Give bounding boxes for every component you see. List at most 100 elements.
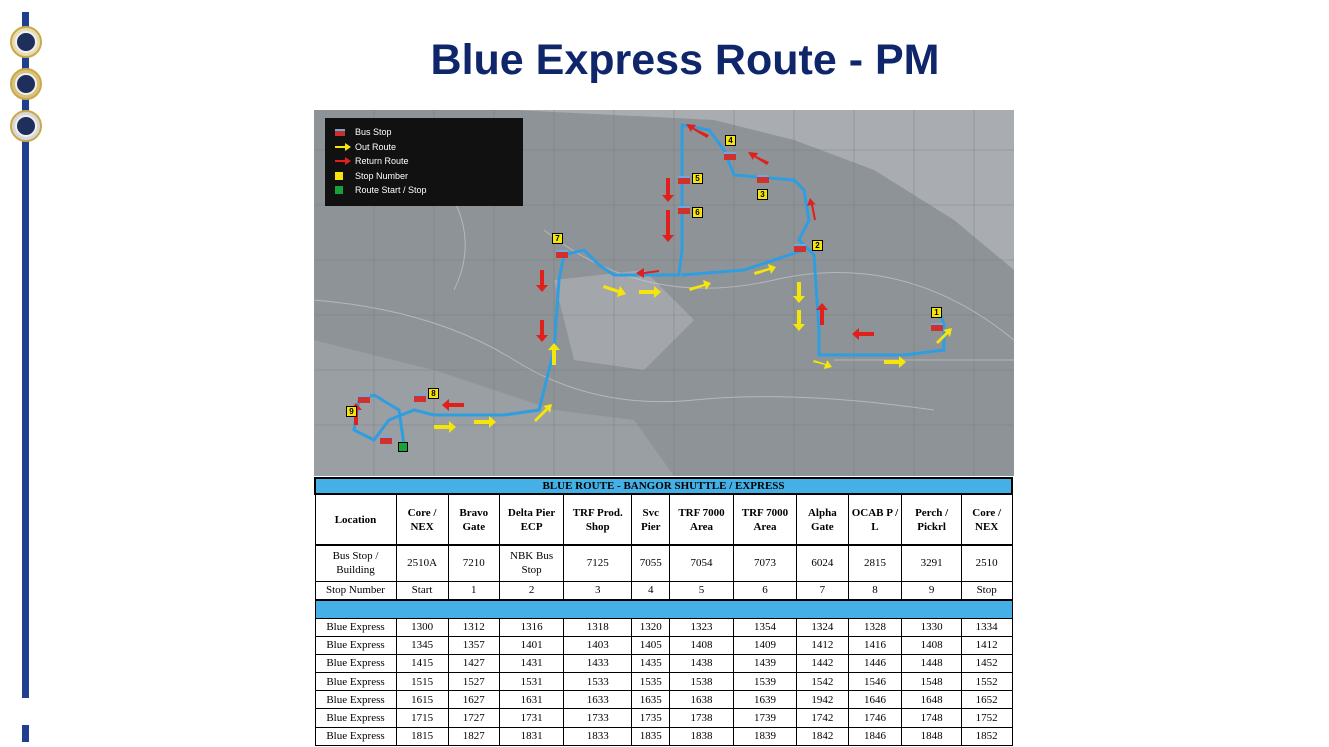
separator-cell bbox=[314, 599, 1013, 619]
time-cell: 1646 bbox=[847, 690, 903, 710]
time-cell: 1357 bbox=[447, 635, 500, 655]
trip-name-cell: Blue Express bbox=[314, 617, 397, 637]
time-cell: 1405 bbox=[631, 635, 671, 655]
building-cell: 2815 bbox=[847, 544, 903, 582]
time-cell: 1627 bbox=[447, 690, 500, 710]
stop-badge: 5 bbox=[692, 173, 703, 184]
side-accent-bar-footer bbox=[22, 725, 29, 742]
building-cell: 7054 bbox=[669, 544, 734, 582]
time-cell: 1412 bbox=[960, 635, 1013, 655]
building-cell: 7055 bbox=[631, 544, 671, 582]
schedule-banner: BLUE ROUTE - BANGOR SHUTTLE / EXPRESS bbox=[314, 477, 1013, 495]
time-cell: 1733 bbox=[563, 708, 633, 728]
stop-number-cell: 2 bbox=[498, 580, 565, 601]
time-cell: 1746 bbox=[847, 708, 903, 728]
time-cell: 1412 bbox=[796, 635, 849, 655]
legend-item-bus-stop: Bus Stop bbox=[335, 125, 523, 140]
time-cell: 1635 bbox=[631, 690, 671, 710]
time-cell: 1735 bbox=[631, 708, 671, 728]
time-cell: 1328 bbox=[847, 617, 903, 637]
time-cell: 1842 bbox=[796, 726, 849, 746]
time-cell: 1403 bbox=[563, 635, 633, 655]
location-cell: Bravo Gate bbox=[447, 493, 500, 546]
trip-name-cell: Blue Express bbox=[314, 708, 397, 728]
trip-name-cell: Blue Express bbox=[314, 690, 397, 710]
trip-rows: Blue Express 1300 1312 1316 1318 1320 1323 1354… bbox=[314, 617, 1013, 746]
map-legend: Bus Stop Out Route Return Route Stop Num… bbox=[325, 118, 523, 206]
building-cell: 2510 bbox=[960, 544, 1013, 582]
time-cell: 1527 bbox=[447, 672, 500, 692]
trip-name-cell: Blue Express bbox=[314, 672, 397, 692]
time-cell: 1639 bbox=[732, 690, 798, 710]
time-cell: 1739 bbox=[732, 708, 798, 728]
time-cell: 1448 bbox=[901, 653, 962, 674]
time-cell: 1320 bbox=[631, 617, 671, 637]
stop-number-row: Stop Number Start 1 2 3 4 5 6 7 8 9 Stop bbox=[314, 580, 1013, 601]
bus-stop-icon bbox=[724, 152, 736, 160]
time-cell: 1446 bbox=[847, 653, 903, 674]
time-cell: 1631 bbox=[498, 690, 565, 710]
stop-number-cell: Start bbox=[395, 580, 449, 601]
time-cell: 1852 bbox=[960, 726, 1013, 746]
time-cell: 1435 bbox=[631, 653, 671, 674]
time-cell: 1334 bbox=[960, 617, 1013, 637]
time-cell: 1312 bbox=[447, 617, 500, 637]
route-line bbox=[352, 123, 946, 446]
stop-number-cell: 1 bbox=[447, 580, 500, 601]
time-cell: 1715 bbox=[395, 708, 449, 728]
legend-label: Route Start / Stop bbox=[355, 185, 427, 196]
stop-badge: 2 bbox=[812, 240, 823, 251]
time-cell: 1848 bbox=[901, 726, 962, 746]
table-row: Blue Express 1815 1827 1831 1833 1835 1838 1839… bbox=[314, 726, 1013, 746]
stop-badge: 8 bbox=[428, 388, 439, 399]
time-cell: 1827 bbox=[447, 726, 500, 746]
trip-name-cell: Blue Express bbox=[314, 726, 397, 746]
stop-badge: 3 bbox=[757, 189, 768, 200]
route-start-icon bbox=[398, 442, 408, 452]
legend-label: Out Route bbox=[355, 141, 397, 152]
stop-number-cell: 3 bbox=[563, 580, 633, 601]
stop-number-cell: 7 bbox=[796, 580, 849, 601]
building-label: Bus Stop / Building bbox=[314, 544, 397, 582]
time-cell: 1438 bbox=[669, 653, 734, 674]
building-cell: 3291 bbox=[901, 544, 962, 582]
time-cell: 1752 bbox=[960, 708, 1013, 728]
building-row: Bus Stop / Building 2510A 7210 NBK Bus S… bbox=[314, 544, 1013, 582]
stop-number-cell: 5 bbox=[669, 580, 734, 601]
page-title: Blue Express Route - PM bbox=[430, 36, 940, 84]
table-row: Blue Express 1345 1357 1401 1403 1405 1408 1409… bbox=[314, 635, 1013, 655]
bus-stop-icon bbox=[414, 394, 426, 402]
time-cell: 1638 bbox=[669, 690, 734, 710]
location-cell: Delta Pier ECP bbox=[498, 493, 565, 546]
stop-badge: 6 bbox=[692, 207, 703, 218]
stop-badge: 4 bbox=[725, 135, 736, 146]
stop-number-label: Stop Number bbox=[314, 580, 397, 601]
table-row: Blue Express 1515 1527 1531 1533 1535 1538 1539… bbox=[314, 672, 1013, 692]
separator-row bbox=[314, 599, 1013, 619]
location-cell: Perch / Pickrl bbox=[901, 493, 962, 546]
time-cell: 1538 bbox=[669, 672, 734, 692]
schedule-banner-row: BLUE ROUTE - BANGOR SHUTTLE / EXPRESS bbox=[314, 477, 1013, 495]
bus-stop-icon bbox=[678, 176, 690, 184]
navy-seal-icon bbox=[10, 26, 42, 58]
schedule-table: BLUE ROUTE - BANGOR SHUTTLE / EXPRESS Lo… bbox=[314, 477, 1013, 746]
stop-number-cell: 8 bbox=[847, 580, 903, 601]
location-cell: TRF 7000 Area bbox=[732, 493, 798, 546]
building-cell: 2510A bbox=[395, 544, 449, 582]
location-cell: TRF Prod. Shop bbox=[563, 493, 633, 546]
building-cell: 7210 bbox=[447, 544, 500, 582]
time-cell: 1515 bbox=[395, 672, 449, 692]
time-cell: 1452 bbox=[960, 653, 1013, 674]
time-cell: 1324 bbox=[796, 617, 849, 637]
time-cell: 1846 bbox=[847, 726, 903, 746]
yellow-arrow-icon bbox=[335, 142, 351, 151]
table-row: Blue Express 1615 1627 1631 1633 1635 1638 1639… bbox=[314, 690, 1013, 710]
bus-stop-icon bbox=[794, 244, 806, 252]
legend-label: Bus Stop bbox=[355, 127, 392, 138]
location-cell: TRF 7000 Area bbox=[669, 493, 734, 546]
stop-number-cell: 6 bbox=[732, 580, 798, 601]
base-seal-icon bbox=[10, 110, 42, 142]
bus-stop-icon bbox=[358, 395, 370, 403]
time-cell: 1409 bbox=[732, 635, 798, 655]
time-cell: 1546 bbox=[847, 672, 903, 692]
